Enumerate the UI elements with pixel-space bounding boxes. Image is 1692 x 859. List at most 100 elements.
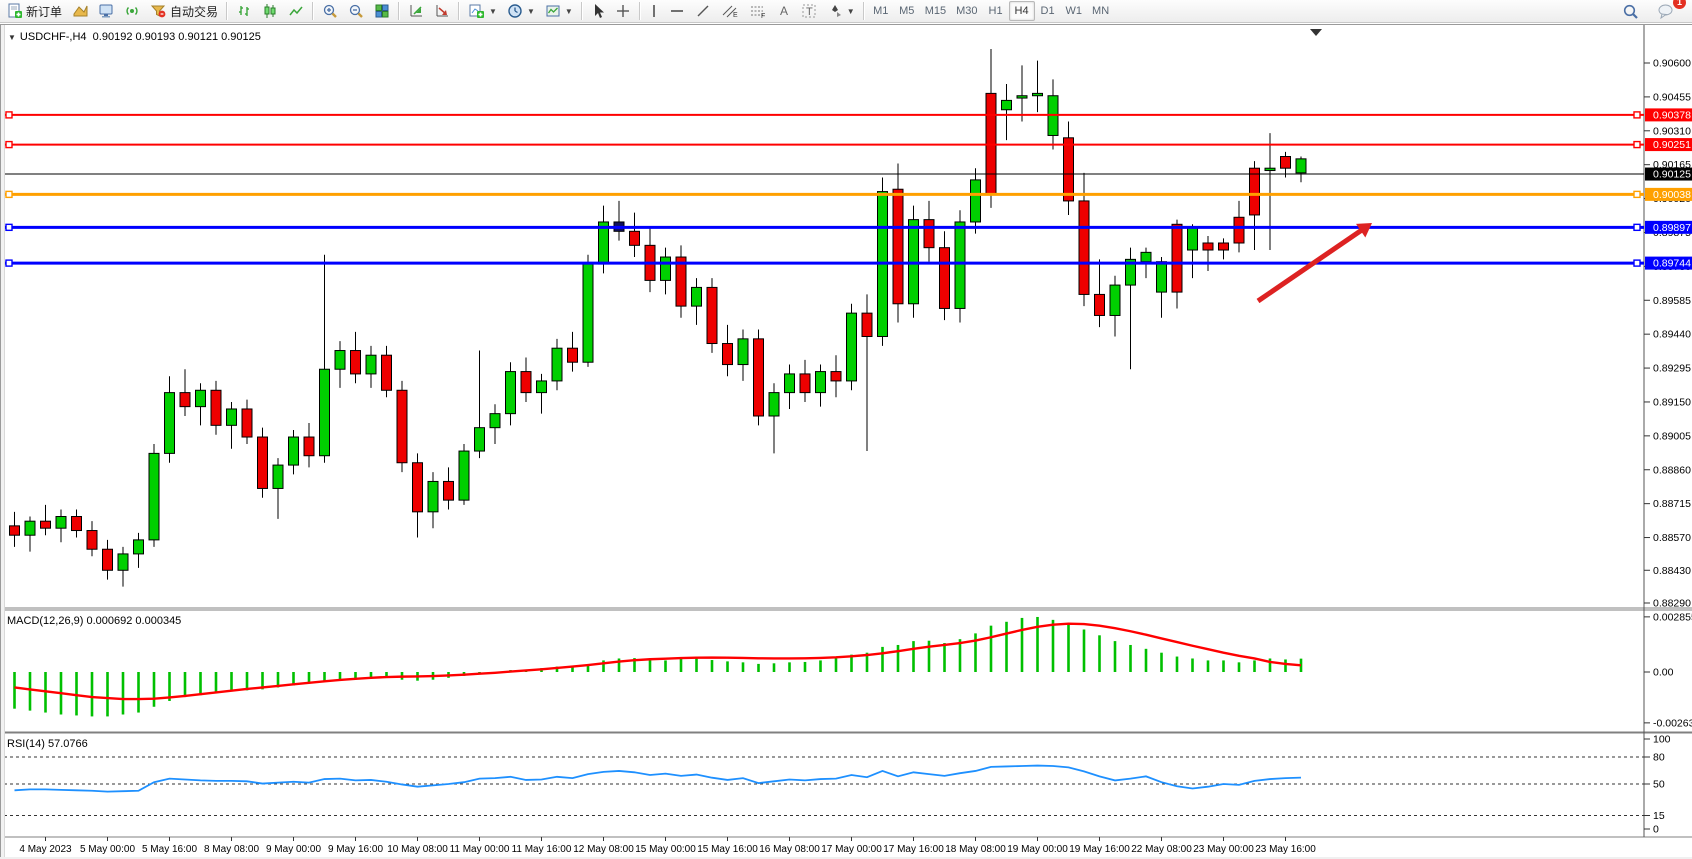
toolbar-separator	[226, 2, 229, 20]
svg-text:12 May 08:00: 12 May 08:00	[573, 844, 634, 855]
toolbar-separator	[638, 2, 641, 20]
svg-text:0.89440: 0.89440	[1653, 329, 1691, 341]
svg-text:0.002855: 0.002855	[1653, 611, 1692, 623]
toolbar-separator	[312, 2, 315, 20]
svg-text:0.88430: 0.88430	[1653, 565, 1691, 577]
crosshair-tool-button[interactable]	[610, 0, 636, 23]
signal-icon	[124, 3, 140, 19]
indicator-window-down-button[interactable]	[429, 0, 455, 23]
svg-text:0.90600: 0.90600	[1653, 58, 1691, 70]
svg-text:5 May 00:00: 5 May 00:00	[80, 844, 135, 855]
candlestick-icon	[262, 3, 278, 19]
signals-button[interactable]	[119, 0, 145, 23]
zoom-in-button[interactable]	[317, 0, 343, 23]
channel-tool-button[interactable]: E	[716, 0, 744, 23]
svg-text:0.88860: 0.88860	[1653, 464, 1691, 476]
timeframe-M5[interactable]: M5	[894, 1, 920, 21]
svg-text:0.88570: 0.88570	[1653, 532, 1691, 544]
add-indicator-button[interactable]: ▼	[463, 0, 502, 23]
timeframe-group: M1 M5 M15 M30 H1 H4 D1 W1 MN	[868, 0, 1114, 22]
cursor-icon	[591, 3, 605, 19]
chevron-down-icon: ▼	[564, 6, 573, 16]
search-icon	[1622, 3, 1639, 20]
chart-profile-button[interactable]	[67, 0, 93, 23]
new-order-icon	[7, 3, 23, 19]
crosshair-icon	[615, 3, 631, 19]
chat-icon	[1657, 3, 1675, 19]
chart-canvas[interactable]: 0.906000.904550.903100.901650.900200.898…	[0, 25, 1692, 859]
chat-button[interactable]: 1	[1652, 0, 1686, 23]
toolbar-separator	[458, 2, 461, 20]
add-chart-icon	[468, 3, 485, 19]
svg-text:0.89585: 0.89585	[1653, 295, 1691, 307]
timeframe-H1[interactable]: H1	[983, 1, 1009, 21]
tile-windows-icon	[374, 3, 390, 19]
svg-text:100: 100	[1653, 734, 1671, 746]
cursor-tool-button[interactable]	[586, 0, 610, 23]
periods-button[interactable]: ▼	[502, 0, 540, 23]
chart-arrow-up-icon	[408, 3, 424, 19]
svg-text:15 May 16:00: 15 May 16:00	[697, 844, 758, 855]
vertical-line-tool-button[interactable]	[644, 0, 664, 23]
svg-text:0.90251: 0.90251	[1653, 139, 1691, 151]
macd-name: MACD(12,26,9)	[7, 615, 84, 627]
autotrade-button[interactable]: 自动交易	[145, 0, 223, 23]
fibonacci-icon: F	[749, 3, 767, 19]
zoom-in-icon	[322, 3, 338, 19]
window-bottom-strip	[0, 857, 1692, 859]
svg-text:0.89897: 0.89897	[1653, 222, 1691, 234]
svg-text:11 May 16:00: 11 May 16:00	[512, 844, 572, 855]
trend-line-tool-button[interactable]	[690, 0, 716, 23]
timeframe-D1[interactable]: D1	[1035, 1, 1061, 21]
text-label-tool-button[interactable]: T	[796, 0, 822, 23]
clock-icon	[507, 3, 523, 19]
zoom-out-icon	[348, 3, 364, 19]
candle-chart-type-button[interactable]	[257, 0, 283, 23]
timeframe-M1[interactable]: M1	[868, 1, 894, 21]
timeframe-W1[interactable]: W1	[1061, 1, 1088, 21]
rsi-indicator-label: RSI(14) 57.0766	[7, 738, 88, 750]
svg-text:16 May 08:00: 16 May 08:00	[759, 844, 820, 855]
svg-text:0.90038: 0.90038	[1653, 189, 1691, 201]
macd-values: 0.000692 0.000345	[86, 615, 182, 627]
collapse-triangle-icon: ▼	[8, 33, 16, 42]
svg-text:-0.002634: -0.002634	[1653, 717, 1692, 729]
fibonacci-tool-button[interactable]: F	[744, 0, 772, 23]
templates-button[interactable]: ▼	[540, 0, 578, 23]
vertical-line-icon	[649, 3, 659, 19]
chevron-down-icon: ▼	[846, 6, 855, 16]
chart-window[interactable]: 0.906000.904550.903100.901650.900200.898…	[0, 24, 1692, 859]
svg-text:0.88715: 0.88715	[1653, 498, 1691, 510]
new-order-button[interactable]: 新订单	[2, 0, 67, 23]
timeframe-H4[interactable]: H4	[1008, 1, 1035, 21]
symbol-period-label: USDCHF-,H4	[19, 31, 87, 43]
timeframe-M15[interactable]: M15	[920, 1, 951, 21]
svg-text:0: 0	[1653, 824, 1659, 836]
svg-text:11 May 00:00: 11 May 00:00	[450, 844, 510, 855]
line-chart-type-button[interactable]	[283, 0, 309, 23]
svg-text:0.90310: 0.90310	[1653, 125, 1691, 137]
svg-text:17 May 16:00: 17 May 16:00	[883, 844, 944, 855]
svg-text:19 May 16:00: 19 May 16:00	[1069, 844, 1130, 855]
svg-text:0.88290: 0.88290	[1653, 597, 1691, 609]
search-button[interactable]	[1617, 0, 1644, 23]
svg-text:5 May 16:00: 5 May 16:00	[142, 844, 197, 855]
tile-windows-button[interactable]	[369, 0, 395, 23]
chevron-down-icon: ▼	[489, 6, 497, 16]
monitor-icon	[98, 3, 114, 19]
chevron-down-icon: ▼	[526, 6, 535, 16]
arrows-tool-button[interactable]: ▼	[822, 0, 860, 23]
horizontal-line-tool-button[interactable]	[664, 0, 690, 23]
text-tool-button[interactable]: A	[772, 0, 796, 23]
horizontal-line-icon	[669, 3, 685, 19]
market-watch-button[interactable]	[93, 0, 119, 23]
svg-text:9 May 16:00: 9 May 16:00	[328, 844, 383, 855]
timeframe-MN[interactable]: MN	[1087, 1, 1114, 21]
bar-chart-icon	[236, 3, 252, 19]
zoom-out-button[interactable]	[343, 0, 369, 23]
trend-line-icon	[695, 3, 711, 19]
timeframe-M30[interactable]: M30	[951, 1, 982, 21]
indicator-window-up-button[interactable]	[403, 0, 429, 23]
bar-chart-type-button[interactable]	[231, 0, 257, 23]
